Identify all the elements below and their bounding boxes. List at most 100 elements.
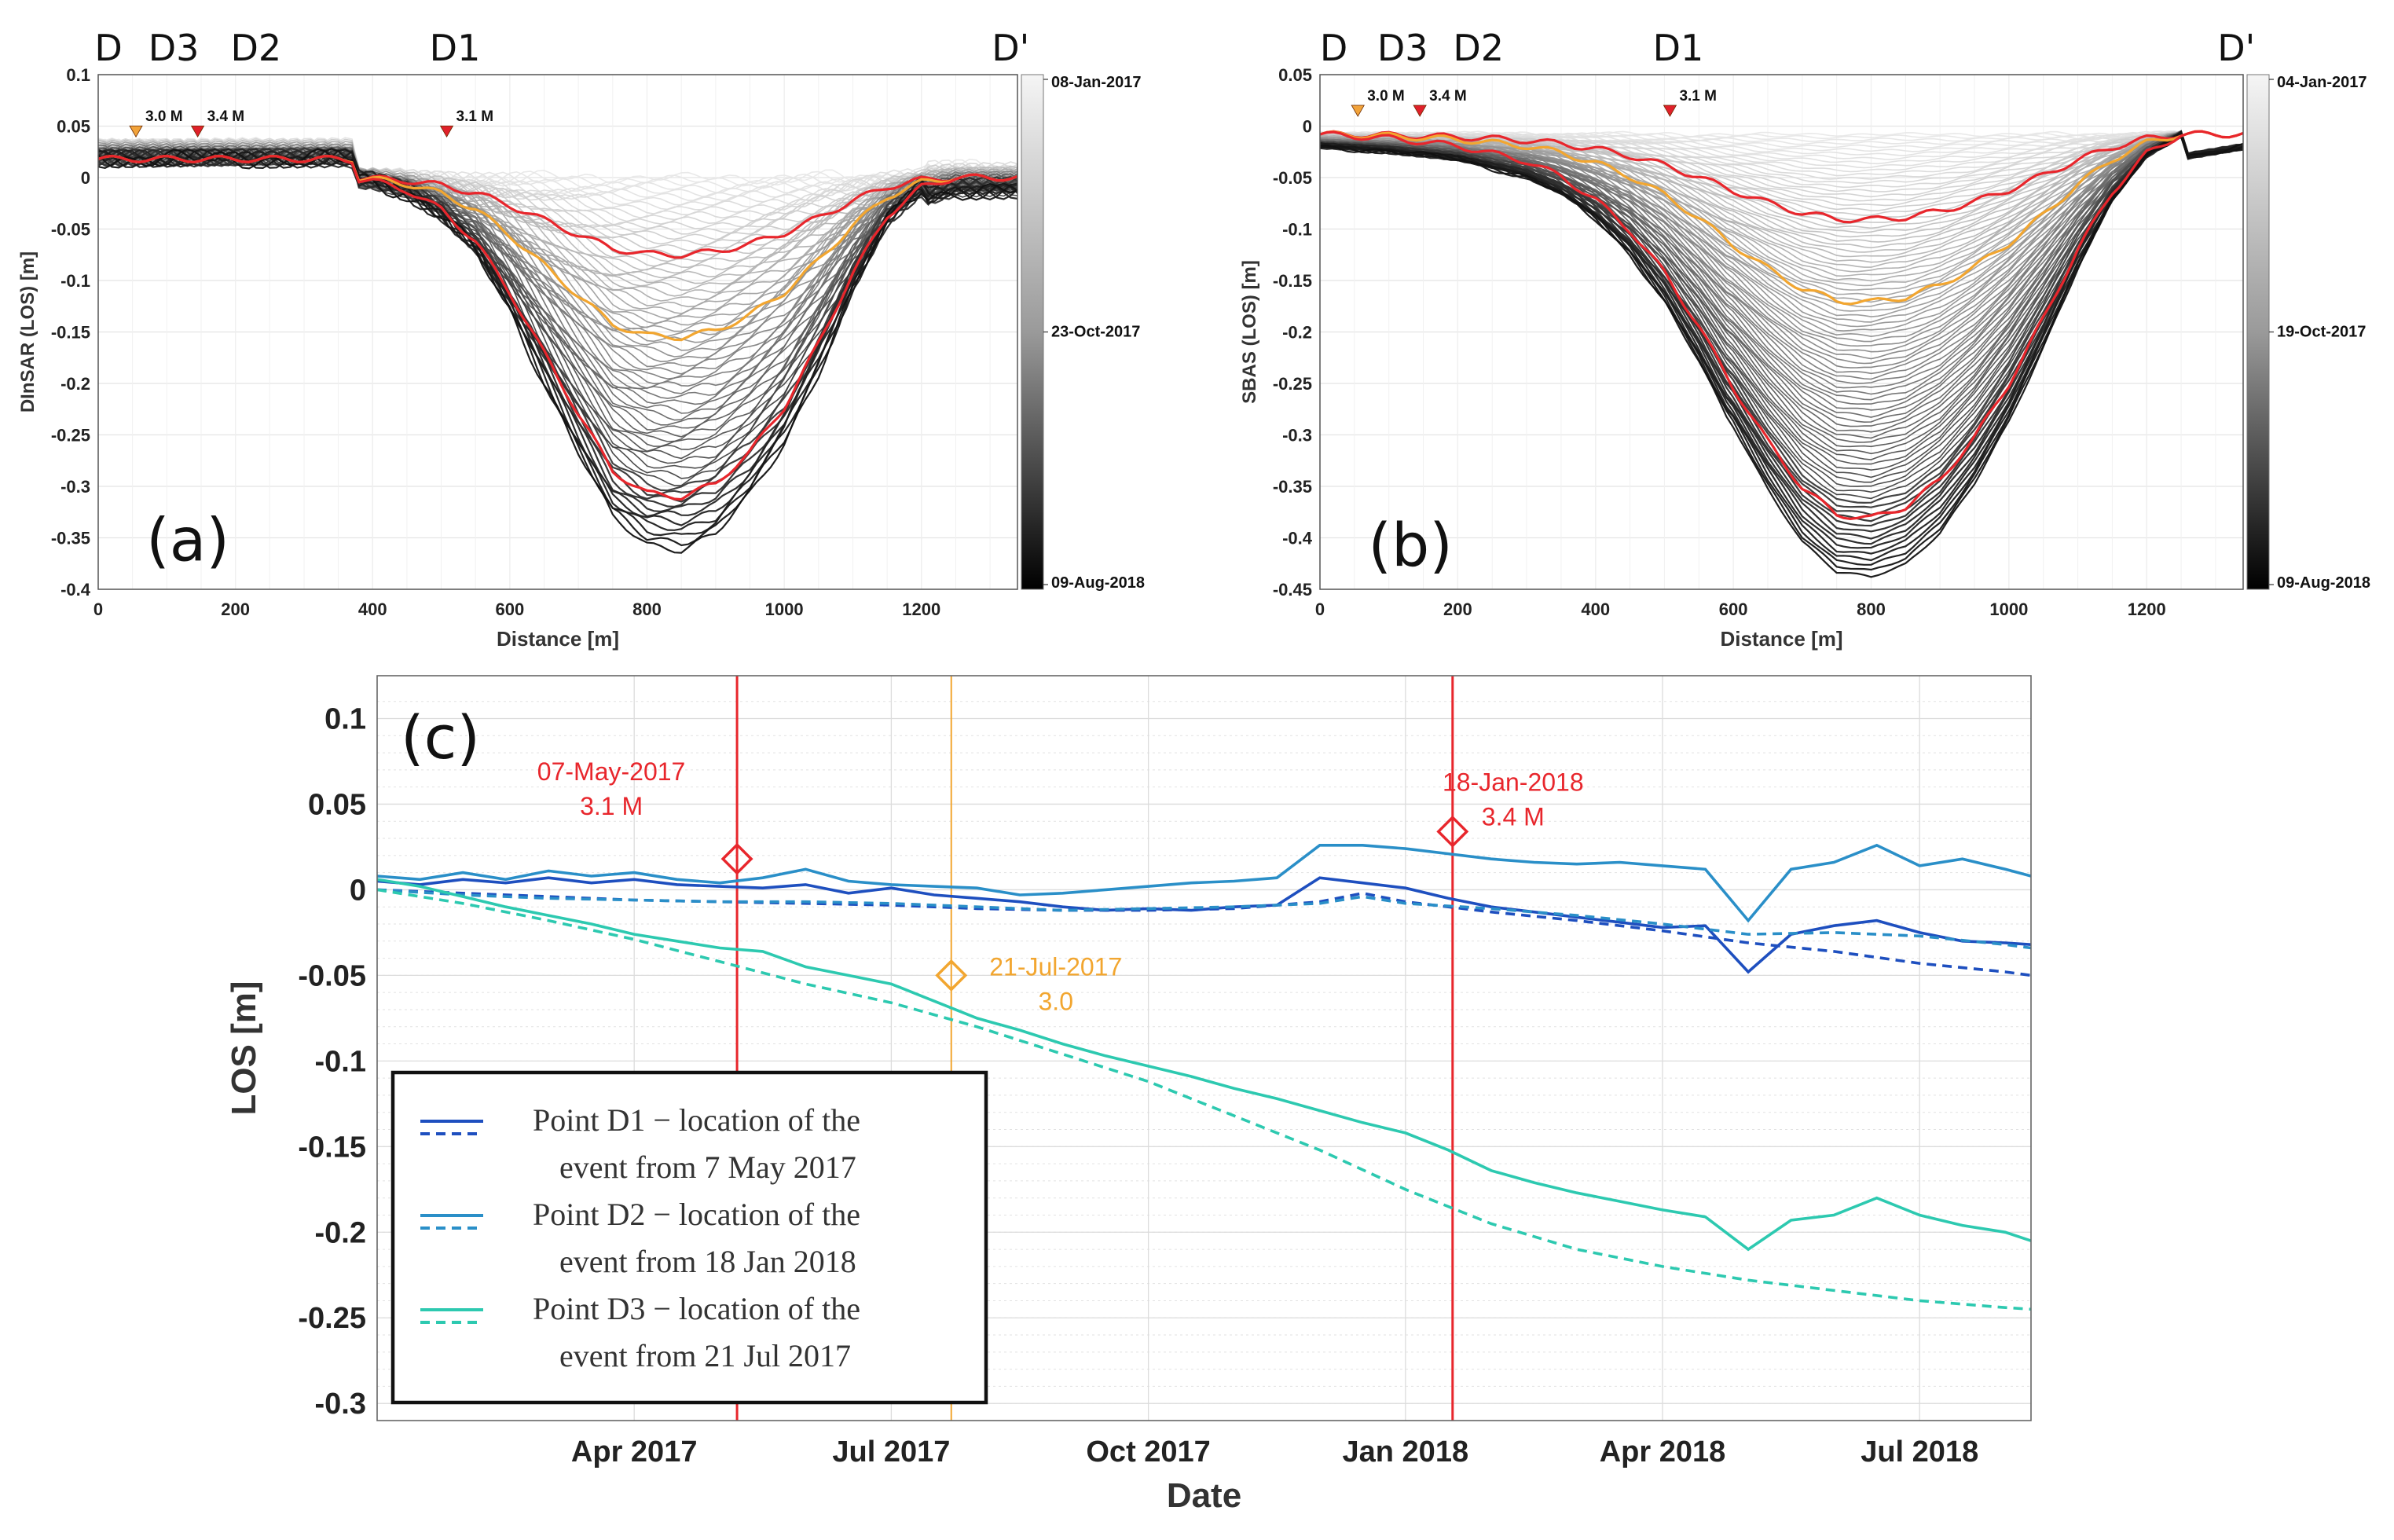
axes-frame [97,74,1018,590]
x-axis-label: Distance [m] [497,627,619,651]
profile-line [1319,134,2244,578]
magnitude-marker [129,125,143,138]
event-marker [1436,815,1469,848]
y-tick-label: -0.3 [1282,426,1312,446]
x-tick-label: 1000 [1989,600,2028,619]
colorbar-label: 09-Aug-2018 [1051,574,1145,592]
point-label: D3 [1377,27,1428,69]
x-tick-label: 0 [1315,600,1325,619]
point-label: D' [2217,27,2255,69]
panel-label: (b) [1368,510,1453,580]
y-tick-label: 0.05 [57,117,90,137]
event-mag-label: 3.0 [1039,987,1073,1015]
x-axis-label: Date [1167,1476,1241,1515]
y-tick-label: -0.4 [60,580,91,600]
highlight-line-orange [1319,130,2244,306]
panel-b: 0 200 400 600 800 1000 1200 0.05 0 -0.05 -0.1 -0.15… [1239,27,2370,651]
y-tick-label: -0.2 [60,374,90,394]
y-tick-label: -0.2 [1282,323,1312,343]
event-mag-label: 3.4 M [1482,802,1545,830]
x-tick-label: 600 [496,600,525,619]
colorbar-label: 08-Jan-2017 [1051,74,1142,91]
axes-frame [376,675,2032,1421]
axes-frame [1319,74,2244,590]
x-tick-label: Jul 2018 [1861,1436,1978,1468]
y-tick-label: -0.25 [298,1302,366,1335]
x-tick-label: 200 [221,600,250,619]
legend-label-line1: Point D3 − location of the [533,1291,860,1326]
y-tick-label: -0.05 [51,220,90,240]
profile-line [1319,130,2244,562]
colorbar-label: 19-Oct-2017 [2277,324,2366,341]
profile-line [1319,130,2244,180]
y-tick-label: 0 [1303,117,1312,137]
magnitude-marker [1663,104,1677,117]
y-tick-label: 0.1 [324,702,366,735]
point-label: D' [992,27,1029,69]
y-tick-label: -0.25 [1273,374,1312,394]
event-date-label: 21-Jul-2017 [989,952,1122,981]
y-tick-label: -0.45 [1273,580,1312,600]
profile-line [97,141,1018,343]
profile-line [1319,130,2244,323]
legend: Point D1 − location of the event from 7 M… [390,1070,988,1405]
x-tick-label: 200 [1443,600,1472,619]
y-tick-label: 0.05 [308,788,366,821]
magnitude-label: 3.4 M [207,108,245,125]
legend-box [390,1070,988,1405]
x-tick-label: 1200 [2128,600,2166,619]
x-tick-label: Oct 2017 [1086,1436,1210,1468]
highlight-line-red-late [97,154,1018,501]
point-label: D1 [430,27,481,69]
x-tick-label: 400 [358,600,387,619]
panel-a: 0 200 400 600 800 1000 1200 0.1 0.05 0 -0.05 -0.1 -0… [17,27,1145,651]
x-tick-label: 0 [93,600,103,619]
series-line [376,888,2032,950]
event-marker [935,959,968,992]
profile-line [1319,136,2244,353]
x-tick-label: 800 [1857,600,1886,619]
point-label: D1 [1653,27,1704,69]
profile-lines [1319,130,2244,578]
legend-label-line1: Point D1 − location of the [533,1102,860,1138]
profile-line [1319,132,2244,375]
y-tick-label: 0 [350,874,366,907]
profile-line [97,144,1018,399]
point-label: D2 [230,27,281,69]
profile-line [97,148,1018,554]
y-tick-label: -0.4 [1282,529,1313,548]
magnitude-marker [439,125,454,138]
profile-line [1319,132,2244,338]
y-tick-label: 0.1 [66,65,90,85]
y-tick-label: -0.1 [60,271,90,291]
y-tick-label: -0.3 [315,1388,366,1421]
profile-line [1319,134,2244,277]
point-label: D [1320,27,1347,69]
magnitude-label: 3.1 M [1679,88,1717,104]
x-tick-label: Jan 2018 [1343,1436,1469,1468]
colorbar-label: 09-Aug-2018 [2277,574,2370,592]
x-tick-label: 1200 [902,600,940,619]
profile-line [1319,133,2244,395]
series-line [376,843,2032,923]
y-tick-label: -0.35 [51,529,90,548]
y-axis-label: DInSAR (LOS) [m] [17,251,38,412]
event-mag-label: 3.1 M [580,792,643,820]
colorbar [2246,74,2270,590]
y-axis-label: LOS [m] [225,981,263,1115]
magnitude-label: 3.0 M [1367,88,1405,104]
y-tick-label: -0.1 [1282,220,1312,240]
y-tick-label: -0.15 [51,323,90,343]
profile-line [1319,130,2244,500]
x-tick-label: Jul 2017 [832,1436,950,1468]
x-tick-label: Apr 2017 [571,1436,698,1468]
event-date-label: 18-Jan-2018 [1443,768,1584,796]
highlight-line-red-early [1319,130,2244,224]
y-tick-label: -0.3 [60,477,90,497]
magnitude-marker [190,125,205,138]
x-tick-label: 400 [1581,600,1610,619]
x-tick-label: Apr 2018 [1600,1436,1726,1468]
minor-grid [132,75,991,589]
x-tick-label: 1000 [765,600,804,619]
